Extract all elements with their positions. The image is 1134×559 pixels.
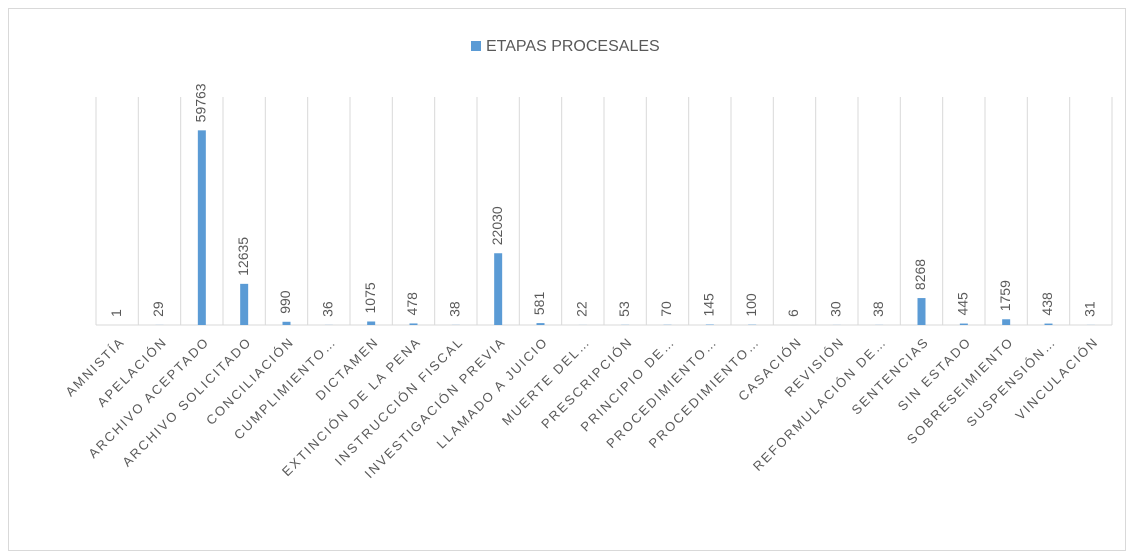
value-label: 8268 bbox=[912, 259, 928, 290]
bar bbox=[1044, 323, 1053, 325]
value-label: 22030 bbox=[489, 206, 505, 245]
legend-swatch bbox=[471, 41, 481, 51]
bar bbox=[240, 283, 249, 325]
value-label: 100 bbox=[743, 293, 759, 317]
bar bbox=[536, 323, 545, 325]
bar bbox=[494, 253, 503, 325]
value-label: 990 bbox=[277, 290, 293, 314]
legend-label: ETAPAS PROCESALES bbox=[486, 38, 660, 55]
bar bbox=[917, 298, 926, 325]
value-label: 30 bbox=[828, 301, 844, 317]
bar bbox=[409, 323, 418, 325]
value-label: 1075 bbox=[362, 282, 378, 313]
value-label: 6 bbox=[785, 309, 801, 317]
value-label: 478 bbox=[404, 292, 420, 316]
bar bbox=[282, 321, 291, 325]
value-label: 438 bbox=[1039, 292, 1055, 316]
value-label: 53 bbox=[616, 301, 632, 317]
value-label: 145 bbox=[701, 293, 717, 317]
value-label: 38 bbox=[870, 301, 886, 317]
bar bbox=[367, 321, 376, 325]
value-label: 12635 bbox=[235, 237, 251, 276]
value-label: 36 bbox=[320, 301, 336, 317]
bar bbox=[1002, 319, 1011, 325]
chart-border bbox=[8, 8, 1126, 551]
value-label: 38 bbox=[447, 301, 463, 317]
value-label: 1759 bbox=[997, 280, 1013, 311]
value-label: 29 bbox=[150, 301, 166, 317]
value-label: 581 bbox=[531, 292, 547, 316]
bar bbox=[197, 130, 206, 325]
value-label: 22 bbox=[574, 301, 590, 317]
value-label: 1 bbox=[108, 309, 124, 317]
value-label: 445 bbox=[955, 292, 971, 316]
value-label: 59763 bbox=[193, 83, 209, 122]
bar bbox=[959, 323, 968, 325]
value-label: 70 bbox=[658, 301, 674, 317]
value-label: 31 bbox=[1082, 301, 1098, 317]
